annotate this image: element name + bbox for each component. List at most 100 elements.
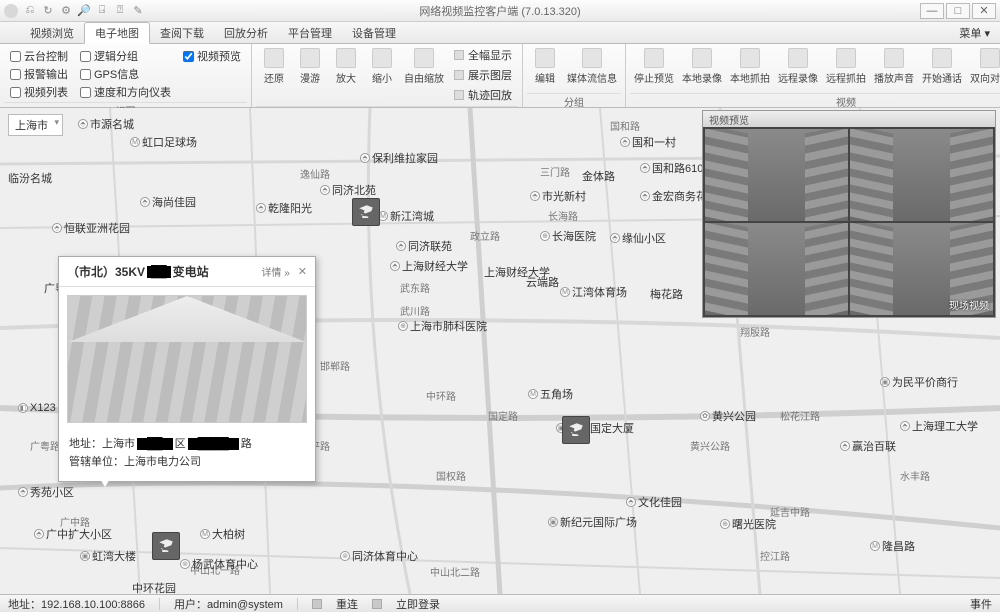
map-poi[interactable]: M江湾体育场 xyxy=(560,284,627,300)
check-video-preview[interactable]: 视频预览 xyxy=(183,48,241,64)
map-poi[interactable]: ⬘恒联亚洲花园 xyxy=(52,220,130,236)
tab-video-browse[interactable]: 视频浏览 xyxy=(20,22,84,43)
btn-map-zoomout[interactable]: 缩小 xyxy=(364,46,400,87)
map-poi[interactable]: M新江湾城 xyxy=(378,208,434,224)
video-cell-2[interactable] xyxy=(850,129,993,221)
map-poi[interactable]: 金体路 xyxy=(582,168,615,184)
map-poi[interactable]: ⬘同济北苑 xyxy=(320,182,376,198)
zoom-out-icon xyxy=(372,48,392,68)
check-gps[interactable]: GPS信息 xyxy=(80,66,171,82)
quick-undo-icon[interactable]: ⎌ xyxy=(24,5,36,17)
video-cell-4[interactable]: 现场视频 xyxy=(850,223,993,315)
popup-close-icon[interactable]: ✕ xyxy=(298,265,307,278)
video-cell-1[interactable] xyxy=(705,129,848,221)
tab-platform[interactable]: 平台管理 xyxy=(278,22,342,43)
check-video-list[interactable]: 视频列表 xyxy=(10,84,68,100)
btn-map-cursor[interactable]: 还原 xyxy=(256,46,292,87)
tab-emap[interactable]: 电子地图 xyxy=(84,22,150,44)
map-poi[interactable]: ⬘上海理工大学 xyxy=(900,418,978,434)
btn-full-extent[interactable]: 全幅显示 xyxy=(454,47,512,63)
quick-refresh-icon[interactable]: ↻ xyxy=(42,5,54,17)
call-icon xyxy=(932,48,952,68)
btn-stream-info[interactable]: 媒体流信息 xyxy=(563,46,621,87)
quick-edit-icon[interactable]: ✎ xyxy=(132,5,144,17)
tab-download[interactable]: 查阅下载 xyxy=(150,22,214,43)
btn-map-zoomin[interactable]: 放大 xyxy=(328,46,364,87)
login-icon xyxy=(372,599,382,609)
map-poi[interactable]: ⬘海尚佳园 xyxy=(140,194,196,210)
btn-stop-preview[interactable]: 停止预览 xyxy=(630,46,678,87)
map-poi[interactable]: 梅花路 xyxy=(650,286,683,302)
btn-play-sound[interactable]: 播放声音 xyxy=(870,46,918,87)
map-poi[interactable]: M大柏树 xyxy=(200,526,245,542)
map-poi[interactable]: M隆昌路 xyxy=(870,538,915,554)
window-maximize-button[interactable]: □ xyxy=(946,3,970,19)
video-preview-panel[interactable]: 视频预览 现场视频 xyxy=(702,110,996,318)
map-poi[interactable]: ⬘保利维拉家园 xyxy=(360,150,438,166)
map-canvas[interactable]: 逸仙路三门路国和路政立路长海路武东路武川路中环路国定路四平路邯郸路广粤路广中路中… xyxy=(0,108,1000,594)
map-poi[interactable]: ✿黄兴公园 xyxy=(700,408,756,424)
ribbon-group-video: 停止预览 本地录像 本地抓拍 远程录像 远程抓拍 播放声音 开始通话 双向对讲 … xyxy=(626,44,1000,107)
quick-help-icon[interactable]: ⍰ xyxy=(114,5,126,17)
btn-local-record[interactable]: 本地录像 xyxy=(678,46,726,87)
check-alarm-out[interactable]: 报警输出 xyxy=(10,66,68,82)
camera-marker-icon[interactable] xyxy=(562,416,590,444)
btn-layers[interactable]: 展示图层 xyxy=(454,67,512,83)
map-poi[interactable]: ⬘缘仙小区 xyxy=(610,230,666,246)
window-minimize-button[interactable]: — xyxy=(920,3,944,19)
btn-local-snapshot[interactable]: 本地抓拍 xyxy=(726,46,774,87)
map-poi[interactable]: ⬘上海财经大学 xyxy=(390,258,468,274)
quick-settings-icon[interactable]: ⚙ xyxy=(60,5,72,17)
map-poi[interactable]: ⊕上海市肺科医院 xyxy=(398,318,487,334)
btn-map-freezoom[interactable]: 自由缩放 xyxy=(400,46,448,87)
video-panel-title: 视频预览 xyxy=(703,111,995,127)
btn-track-playback[interactable]: 轨迹回放 xyxy=(454,87,512,103)
map-poi[interactable]: ⬘市源名城 xyxy=(78,116,134,132)
status-event[interactable]: 事件 xyxy=(970,596,992,612)
map-poi[interactable]: 云端路 xyxy=(526,274,559,290)
map-poi[interactable]: ⬘乾隆阳光 xyxy=(256,200,312,216)
map-poi[interactable]: ⬘广中扩大小区 xyxy=(34,526,112,542)
quick-layout-icon[interactable]: ⍈ xyxy=(96,5,108,17)
map-poi[interactable]: ⬘同济联苑 xyxy=(396,238,452,254)
popup-details-link[interactable]: 详情 » xyxy=(261,264,289,279)
camera-marker-icon[interactable] xyxy=(352,198,380,226)
map-poi[interactable]: ▣新纪元国际广场 xyxy=(548,514,637,530)
map-poi[interactable]: M五角场 xyxy=(528,386,573,402)
btn-remote-record[interactable]: 远程录像 xyxy=(774,46,822,87)
map-poi[interactable]: ⬘国和一村 xyxy=(620,134,676,150)
window-close-button[interactable]: ✕ xyxy=(972,3,996,19)
video-cell-3[interactable] xyxy=(705,223,848,315)
map-poi[interactable]: 临汾名城 xyxy=(8,170,52,186)
map-poi[interactable]: 中环花园 xyxy=(132,580,176,594)
btn-map-pan[interactable]: 漫游 xyxy=(292,46,328,87)
check-ptz[interactable]: 云台控制 xyxy=(10,48,68,64)
map-poi[interactable]: ⬘市光新村 xyxy=(530,188,586,204)
check-speed-heading[interactable]: 速度和方向仪表 xyxy=(80,84,171,100)
map-poi[interactable]: ⊕长海医院 xyxy=(540,228,596,244)
status-login[interactable]: 立即登录 xyxy=(396,596,440,612)
camera-marker-icon[interactable] xyxy=(152,532,180,560)
tab-playback[interactable]: 回放分析 xyxy=(214,22,278,43)
map-poi[interactable]: ◧X123 xyxy=(18,402,56,414)
btn-edit[interactable]: 编辑 xyxy=(527,46,563,87)
btn-remote-snapshot[interactable]: 远程抓拍 xyxy=(822,46,870,87)
map-poi[interactable]: ⬘秀苑小区 xyxy=(18,484,74,500)
map-poi[interactable]: ⊚杨武体育中心 xyxy=(180,556,258,572)
map-poi[interactable]: ⊕曙光医院 xyxy=(720,516,776,532)
map-poi[interactable]: ⬘文化佳园 xyxy=(626,494,682,510)
map-poi[interactable]: ▣为民平价商行 xyxy=(880,374,958,390)
map-poi[interactable]: M虹口足球场 xyxy=(130,134,197,150)
map-poi[interactable]: ⊚同济体育中心 xyxy=(340,548,418,564)
quick-search-icon[interactable]: 🔎 xyxy=(78,5,90,17)
map-poi[interactable]: ▣虹湾大楼 xyxy=(80,548,136,564)
map-poi[interactable]: ⬘赢治百联 xyxy=(840,438,896,454)
status-reconnect[interactable]: 重连 xyxy=(336,596,358,612)
menu-dropdown[interactable]: 菜单 ▾ xyxy=(949,22,1000,43)
tab-device[interactable]: 设备管理 xyxy=(342,22,406,43)
full-extent-icon xyxy=(454,50,464,60)
btn-intercom[interactable]: 双向对讲 xyxy=(966,46,1000,87)
check-logic-group[interactable]: 逻辑分组 xyxy=(80,48,171,64)
city-selector[interactable]: 上海市 xyxy=(8,114,63,136)
btn-start-call[interactable]: 开始通话 xyxy=(918,46,966,87)
